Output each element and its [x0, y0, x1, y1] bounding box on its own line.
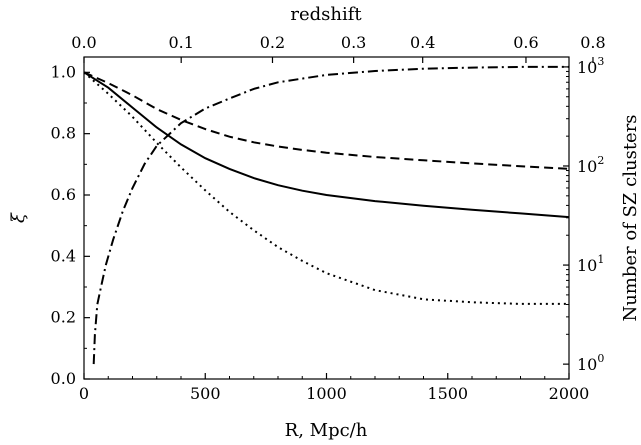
top-tick-label: 0.3 [341, 33, 366, 52]
y-tick-label: 0.6 [51, 185, 76, 204]
y-tick-label: 0.8 [51, 124, 76, 143]
y-axis-label: ξ [8, 212, 29, 223]
right-tick-label: 100 [577, 352, 604, 374]
right-tick-label: 102 [577, 154, 604, 176]
x-tick-label: 500 [190, 384, 221, 403]
right-axis-label: Number of SZ clusters [620, 114, 641, 321]
tick-layer: 0 500 1000 1500 2000 0.0 0.2 0.4 0.6 0.8 1.0 0.0 0.1… [51, 33, 606, 403]
series-line-dotted [83, 71, 569, 305]
plot-frame [83, 56, 570, 380]
right-tick-label: 103 [577, 55, 604, 77]
y-tick-label: 1.0 [51, 62, 76, 81]
top-tick-label: 0.2 [260, 33, 285, 52]
series-layer [83, 65, 570, 365]
top-tick-label: 0.0 [71, 33, 96, 52]
top-tick-label: 0.4 [410, 33, 435, 52]
x-tick-label: 0 [79, 384, 89, 403]
y-tick-label: 0.0 [51, 369, 76, 388]
series-line-solid [83, 71, 570, 219]
top-tick-label: 0.6 [513, 33, 538, 52]
x-tick-label: 2000 [549, 384, 590, 403]
y-tick-label: 0.4 [51, 246, 76, 265]
x-tick-label: 1000 [306, 384, 347, 403]
x-axis-label: R, Mpc/h [285, 420, 368, 441]
series-line-dashdot [92, 65, 569, 365]
x-tick-label: 1500 [427, 384, 468, 403]
series-line-dashed [83, 71, 570, 170]
y-tick-label: 0.2 [51, 308, 76, 327]
top-axis-label: redshift [290, 4, 362, 25]
right-tick-label: 101 [577, 253, 604, 275]
top-tick-label: 0.1 [168, 33, 193, 52]
top-tick-label: 0.8 [580, 33, 605, 52]
